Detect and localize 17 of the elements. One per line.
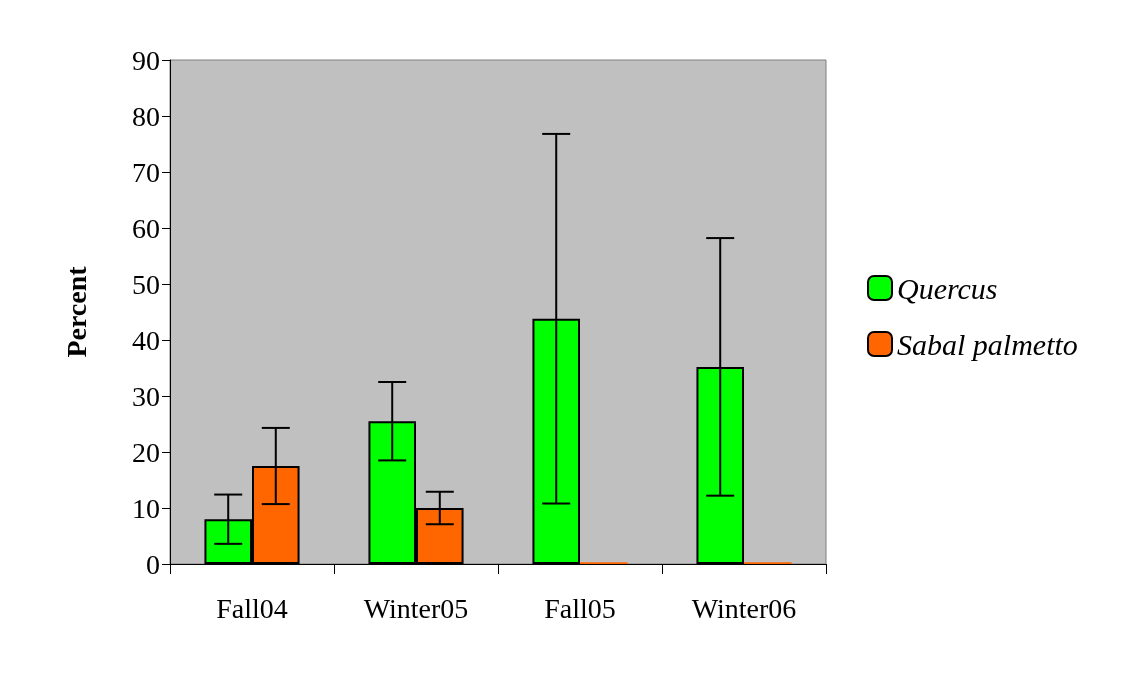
y-tick-label: 50	[132, 268, 160, 300]
y-tick-label: 70	[132, 156, 160, 188]
x-tick-label: Fall05	[544, 592, 616, 624]
y-tick-label: 90	[132, 44, 160, 76]
x-tick-label: Winter06	[691, 592, 797, 624]
x-tick-label: Fall04	[216, 592, 288, 624]
y-tick-label: 60	[132, 212, 160, 244]
y-axis-title: Percent	[60, 265, 92, 358]
y-tick-label: 80	[132, 100, 160, 132]
y-tick-label: 40	[132, 324, 160, 356]
y-tick-label: 30	[132, 380, 160, 412]
y-tick-label: 10	[132, 492, 160, 524]
y-tick-label: 20	[132, 436, 160, 468]
x-tick-label: Winter05	[363, 592, 469, 624]
legend-label: Sabal palmetto	[897, 327, 1078, 361]
legend-label: Quercus	[897, 271, 998, 305]
y-tick-label: 0	[146, 548, 160, 580]
